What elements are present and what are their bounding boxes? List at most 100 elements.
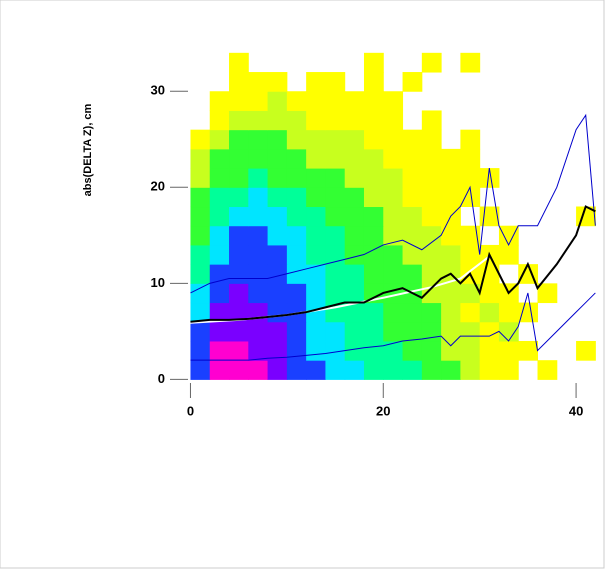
- heat-cell: [190, 206, 211, 227]
- heat-cell: [267, 302, 288, 323]
- heat-cell: [383, 244, 404, 265]
- heat-cell: [286, 168, 307, 188]
- heat-cell: [460, 321, 481, 342]
- heat-cell: [383, 340, 404, 361]
- heat-cell: [286, 321, 307, 342]
- heat-cell: [286, 244, 307, 265]
- heat-cell: [325, 321, 346, 342]
- heat-cell: [306, 340, 326, 361]
- heat-cell: [267, 129, 288, 150]
- heat-cell: [306, 148, 326, 169]
- heat-cell: [421, 302, 442, 323]
- heat-cell: [344, 168, 365, 188]
- heat-cell: [190, 244, 211, 265]
- heat-cell: [248, 244, 269, 265]
- heat-cell: [460, 148, 481, 169]
- heat-cell: [325, 360, 346, 380]
- heat-cell: [460, 244, 481, 265]
- heat-cell: [363, 52, 384, 73]
- heat-cell: [344, 302, 365, 323]
- heat-cell: [325, 206, 346, 227]
- heat-cell: [325, 110, 346, 131]
- heat-cell: [421, 168, 442, 188]
- heat-cell: [306, 360, 326, 380]
- heat-cell: [344, 340, 365, 361]
- heat-cell: [190, 264, 211, 284]
- heat-cell: [325, 187, 346, 208]
- heat-cell: [383, 302, 404, 323]
- heat-cell: [344, 321, 365, 342]
- heat-cell: [421, 110, 442, 131]
- heat-cell: [306, 244, 326, 265]
- heat-cell: [248, 110, 269, 131]
- x-tick-label: 0: [187, 403, 194, 418]
- heat-cell: [286, 206, 307, 227]
- heat-cell: [248, 360, 269, 380]
- heat-cell: [286, 340, 307, 361]
- heat-cell: [267, 110, 288, 131]
- heat-cell: [537, 283, 558, 304]
- heat-cell: [190, 129, 211, 150]
- y-tick-label: 0: [158, 371, 165, 386]
- heat-cell: [248, 168, 269, 188]
- heat-cell: [344, 244, 365, 265]
- heat-cell: [286, 264, 307, 284]
- heat-cell: [383, 129, 404, 150]
- heat-cell: [190, 321, 211, 342]
- heat-cell: [229, 187, 249, 208]
- heat-cell: [363, 148, 384, 169]
- heat-cell: [209, 168, 230, 188]
- heat-cell: [344, 148, 365, 169]
- heat-cell: [325, 244, 346, 265]
- heat-cell: [286, 129, 307, 150]
- heat-cell: [363, 110, 384, 131]
- heat-cell: [479, 168, 500, 188]
- heat-cell: [460, 340, 481, 361]
- heat-cell: [344, 91, 365, 111]
- heat-cell: [209, 283, 230, 304]
- heat-cell: [229, 91, 249, 111]
- heat-cell: [286, 283, 307, 304]
- heat-cell: [209, 340, 230, 361]
- heat-cell: [421, 148, 442, 169]
- heat-cell: [460, 283, 481, 304]
- heat-cell: [248, 340, 269, 361]
- heat-cell: [363, 225, 384, 246]
- heat-cell: [576, 340, 596, 361]
- heat-cell: [209, 244, 230, 265]
- heat-cell: [248, 148, 269, 169]
- heat-cell: [229, 360, 249, 380]
- heat-cell: [229, 129, 249, 150]
- heat-cell: [441, 283, 461, 304]
- heat-cell: [306, 225, 326, 246]
- heat-cell: [325, 129, 346, 150]
- heat-cell: [286, 110, 307, 131]
- heat-cell: [306, 187, 326, 208]
- heat-cell: [421, 225, 442, 246]
- heat-cell: [402, 206, 423, 227]
- heat-cell: [267, 72, 288, 92]
- heat-cell: [402, 302, 423, 323]
- heat-cell: [363, 187, 384, 208]
- heat-cell: [421, 129, 442, 150]
- heat-cell: [383, 206, 404, 227]
- heat-cell: [229, 110, 249, 131]
- heat-cell: [286, 225, 307, 246]
- heat-cell: [306, 72, 326, 92]
- heat-cell: [383, 187, 404, 208]
- heat-cell: [518, 302, 539, 323]
- heat-cell: [441, 148, 461, 169]
- heat-cell: [363, 340, 384, 361]
- profile-line: [190, 205, 596, 323]
- heat-cell: [190, 187, 211, 208]
- heat-cell: [402, 168, 423, 188]
- heat-cell: [363, 129, 384, 150]
- heat-cell: [248, 225, 269, 246]
- heat-cell: [267, 91, 288, 111]
- heat-cell: [306, 129, 326, 150]
- heat-cell: [190, 360, 211, 380]
- heat-cell: [363, 72, 384, 92]
- heat-cell: [402, 72, 423, 92]
- heat-cell: [344, 225, 365, 246]
